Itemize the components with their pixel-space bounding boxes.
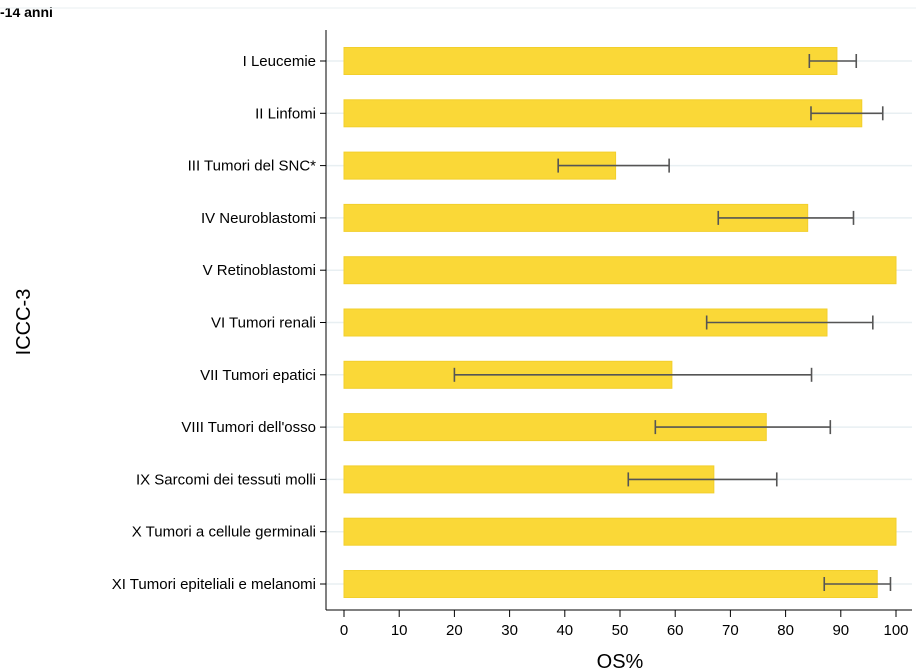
x-tick-label: 0 bbox=[340, 622, 348, 639]
category-label: IV Neuroblastomi bbox=[201, 210, 316, 227]
category-label: VIII Tumori dell'osso bbox=[181, 419, 316, 436]
category-label: VII Tumori epatici bbox=[200, 367, 316, 384]
category-label: X Tumori a cellule germinali bbox=[132, 524, 316, 541]
bar bbox=[343, 47, 838, 75]
x-axis-label: OS% bbox=[597, 651, 644, 671]
x-tick-label: 70 bbox=[722, 622, 739, 639]
error-bars bbox=[453, 54, 892, 591]
x-tick-label: 60 bbox=[667, 622, 684, 639]
category-label: III Tumori del SNC* bbox=[188, 158, 317, 175]
category-label: I Leucemie bbox=[243, 53, 316, 70]
bar bbox=[343, 99, 863, 128]
category-label: XI Tumori epiteliali e melanomi bbox=[112, 576, 316, 593]
category-label: II Linfomi bbox=[255, 105, 316, 122]
x-tick-label: 80 bbox=[777, 622, 794, 639]
cropped-header-mark: " " bbox=[0, 0, 17, 6]
x-tick-label: 50 bbox=[612, 622, 629, 639]
bar bbox=[343, 517, 897, 546]
y-axis-label: ICCC-3 bbox=[13, 289, 35, 356]
bar bbox=[343, 570, 878, 598]
x-tick-label: 90 bbox=[832, 622, 849, 639]
x-tick-label: 10 bbox=[391, 622, 408, 639]
category-labels: I Leucemie II Linfomi III Tumori del SNC* I… bbox=[112, 53, 316, 593]
x-tick-label: 20 bbox=[446, 622, 463, 639]
x-tick-label: 30 bbox=[501, 622, 518, 639]
axes bbox=[320, 30, 912, 611]
bar bbox=[343, 256, 897, 285]
category-label: IX Sarcomi dei tessuti molli bbox=[136, 471, 316, 488]
category-label: VI Tumori renali bbox=[211, 315, 316, 332]
x-tick-label: 40 bbox=[556, 622, 573, 639]
x-ticks: 0 10 20 30 40 50 60 70 80 90 100 bbox=[340, 610, 909, 639]
category-label: V Retinoblastomi bbox=[203, 262, 316, 279]
x-tick-label: 100 bbox=[883, 622, 908, 639]
